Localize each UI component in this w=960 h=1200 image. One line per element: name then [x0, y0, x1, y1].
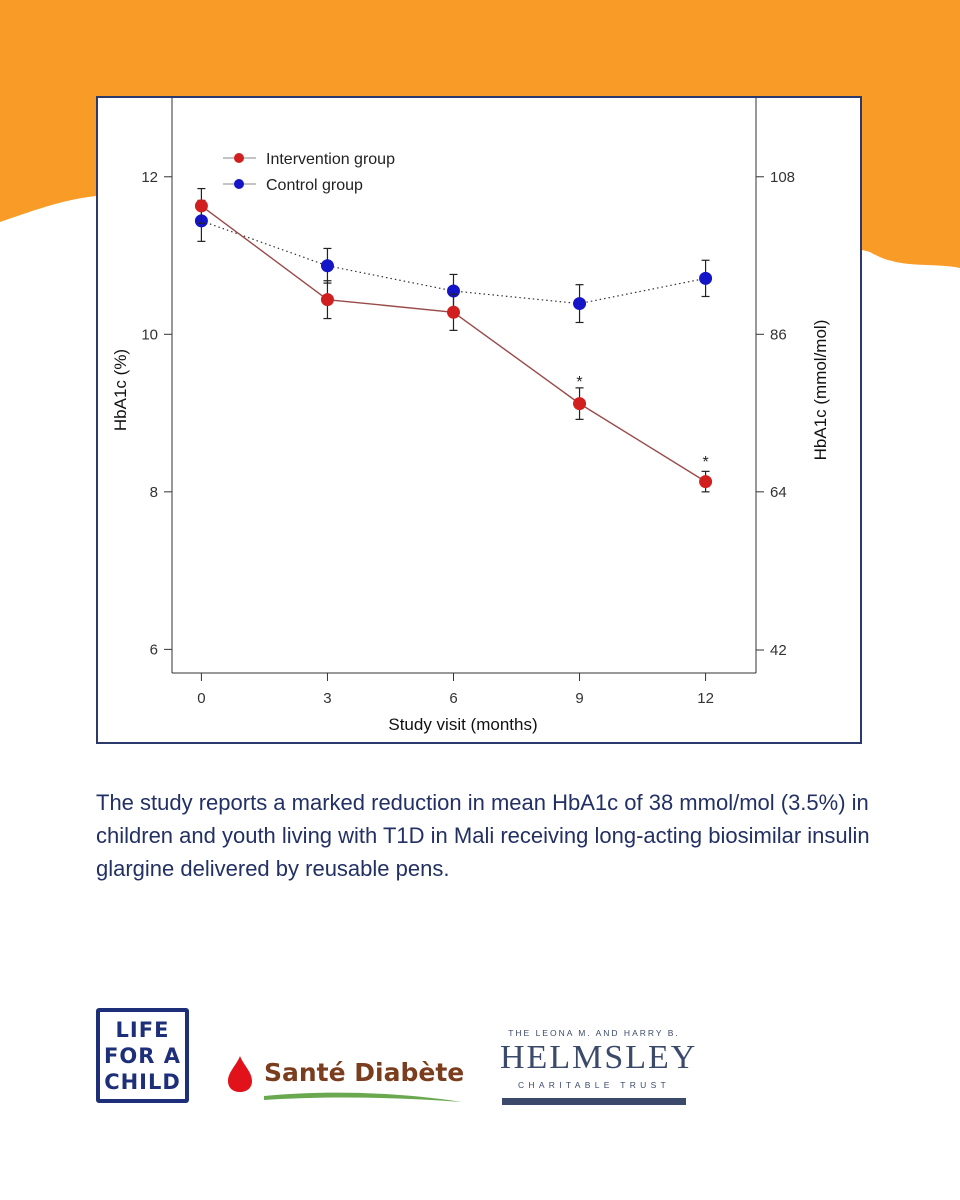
legend-marker	[234, 179, 244, 189]
lfac-line-1: LIFE	[115, 1017, 170, 1042]
blood-drop-icon	[228, 1056, 462, 1102]
helmsley-subtitle: CHARITABLE TRUST	[517, 1080, 671, 1090]
life-for-a-child-logo: LIFE FOR A CHILD	[96, 1008, 189, 1103]
data-point-control-group	[699, 271, 713, 285]
data-point-intervention-group	[446, 305, 460, 319]
legend-marker	[234, 153, 244, 163]
y-tick-label-left: 8	[150, 484, 158, 501]
legend-label: Control group	[266, 177, 363, 194]
y-tick-label-right: 42	[770, 642, 787, 659]
data-point-control-group	[320, 259, 334, 273]
x-tick-label: 3	[323, 690, 331, 707]
x-tick-label: 0	[197, 690, 205, 707]
x-tick-label: 9	[575, 690, 583, 707]
helmsley-underline-bar	[502, 1098, 686, 1105]
y-tick-label-left: 10	[141, 326, 158, 343]
y-tick-label-right: 86	[770, 326, 787, 343]
x-tick-label: 12	[697, 690, 714, 707]
significance-asterisk: *	[576, 374, 582, 391]
data-point-intervention-group	[194, 199, 208, 213]
legend-label: Intervention group	[266, 151, 395, 168]
helmsley-charitable-trust-logo: THE LEONA M. AND HARRY B. HELMSLEY CHARI…	[500, 1024, 698, 1106]
lfac-line-3: CHILD	[104, 1069, 181, 1094]
significance-asterisk: *	[702, 454, 708, 471]
sante-diabete-logo: Santé Diabète	[226, 1050, 466, 1110]
data-point-intervention-group	[320, 293, 334, 307]
series-line-intervention-group	[200, 205, 706, 483]
helmsley-name: HELMSLEY	[500, 1039, 698, 1076]
y-tick-label-right: 108	[770, 169, 795, 186]
data-point-intervention-group	[573, 397, 587, 411]
orange-header-band	[0, 0, 960, 268]
data-point-intervention-group	[699, 475, 713, 489]
y-tick-label-left: 12	[141, 169, 158, 186]
y-tick-label-left: 6	[150, 641, 158, 658]
helmsley-top-line: THE LEONA M. AND HARRY B.	[508, 1028, 680, 1038]
data-point-control-group	[573, 297, 587, 311]
caption-text: The study reports a marked reduction in …	[96, 790, 870, 881]
hba1c-line-chart: 6 8 10 12 42 64 86 108 0 3 6 9 12 * * Intervention gr…	[111, 98, 830, 734]
x-axis-title: Study visit (months)	[388, 715, 537, 734]
y-axis-title-left: HbA1c (%)	[111, 349, 130, 431]
y-tick-label-right: 64	[770, 484, 787, 501]
x-tick-label: 6	[449, 690, 457, 707]
chart-frame: 6 8 10 12 42 64 86 108 0 3 6 9 12 * * Intervention gr…	[96, 96, 862, 744]
sante-diabete-wordmark: Santé Diabète	[264, 1058, 465, 1087]
y-axis-title-right: HbA1c (mmol/mol)	[811, 320, 830, 461]
lfac-line-2: FOR A	[104, 1043, 181, 1068]
